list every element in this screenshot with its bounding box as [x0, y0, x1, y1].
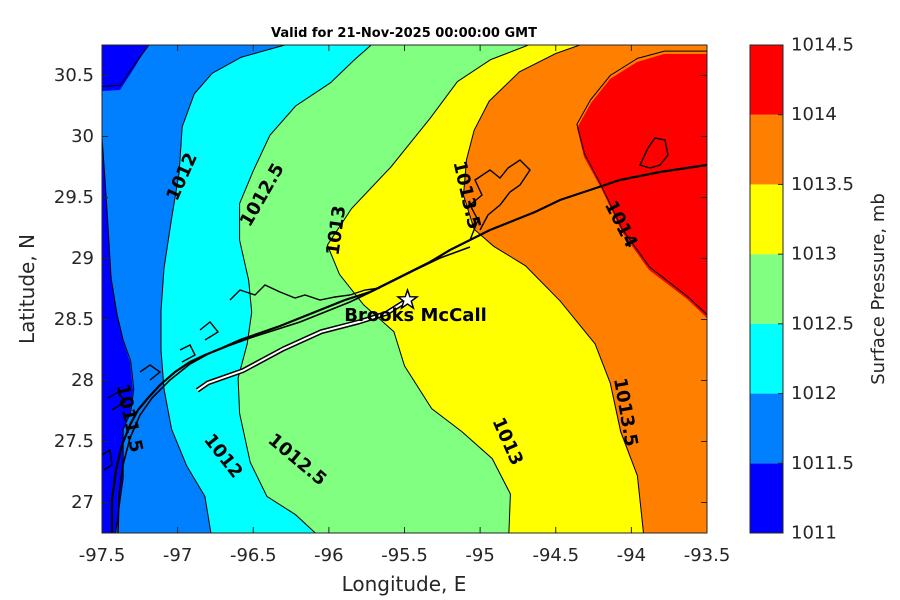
- track-layer: [195, 297, 409, 393]
- colorbar: 1011 1011.5 1012 1012.5 1013 1013.5 1014 1014.5: [749, 35, 854, 544]
- colorbar-tick-label: 1014.5: [791, 35, 854, 56]
- colorbar-tick-label: 1011.5: [791, 453, 854, 474]
- x-tick-label: -94: [617, 545, 646, 566]
- bay-outline-galveston: [469, 159, 531, 241]
- contour-line-1012.5: [237, 45, 372, 533]
- contour-line-1011.5: [102, 45, 150, 87]
- x-tick-label: -97.5: [79, 545, 126, 566]
- colorbar-segment: [750, 45, 783, 115]
- y-tick-label: 30.5: [54, 65, 94, 86]
- colorbar-segment: [750, 254, 783, 324]
- colorbar-segment: [750, 114, 783, 185]
- x-axis: -97.5 -97 -96.5 -96 -95.5 -95 -94.5 -94 -93.5: [79, 45, 731, 566]
- contour-line-1013: [326, 45, 529, 533]
- colorbar-tick-label: 1013: [791, 244, 837, 265]
- x-tick-label: -94.5: [532, 545, 579, 566]
- lake-outline-east: [639, 137, 669, 169]
- coastline-layer: [102, 137, 707, 533]
- y-tick-label: 28: [71, 370, 94, 391]
- bay-outline-southwest: [102, 321, 220, 471]
- y-axis: 27 27.5 28 28.5 29 29.5 30 30.5: [54, 65, 707, 513]
- colorbar-label: Surface Pressure, mb: [868, 193, 889, 385]
- y-tick-label: 29.5: [54, 187, 94, 208]
- contour-line-1014: [576, 50, 707, 315]
- colorbar-segment: [750, 393, 783, 464]
- x-tick-label: -97: [163, 545, 192, 566]
- contour-line-1013.5: [462, 45, 644, 533]
- contour-lines: [102, 45, 707, 533]
- track-line: [196, 299, 409, 392]
- colorbar-frame: [749, 44, 784, 534]
- chart-title: Valid for 21-Nov-2025 00:00:00 GMT: [271, 26, 537, 41]
- colorbar-tick-label: 1012.5: [791, 313, 854, 334]
- station-star-icon: [395, 287, 420, 310]
- y-tick-label: 30: [71, 126, 94, 147]
- y-tick-label: 29: [71, 248, 94, 269]
- contour-line-1011.5: [102, 137, 135, 533]
- x-axis-label: Longitude, E: [342, 572, 467, 596]
- x-tick-label: -95.5: [381, 545, 428, 566]
- colorbar-segment: [750, 463, 783, 533]
- colorbar-segment: [750, 323, 783, 394]
- y-tick-label: 27: [71, 492, 94, 513]
- y-tick-label: 28.5: [54, 309, 94, 330]
- texas-coastline: [110, 163, 707, 533]
- station-label: Brooks McCall: [344, 305, 487, 326]
- station-layer: Brooks McCall: [344, 287, 487, 326]
- y-tick-label: 27.5: [54, 431, 94, 452]
- colorbar-segment: [750, 184, 783, 255]
- band-1014-1014.5: [577, 54, 707, 318]
- barrier-island: [117, 246, 471, 533]
- colorbar-tick-label: 1012: [791, 383, 837, 404]
- x-tick-label: -96: [314, 545, 343, 566]
- pressure-fill-layer: [102, 45, 707, 533]
- y-axis-label: Latitude, N: [15, 234, 39, 344]
- contour-line-1012: [160, 45, 286, 533]
- x-tick-label: -95: [465, 545, 494, 566]
- x-tick-label: -93.5: [684, 545, 731, 566]
- colorbar-tick-label: 1011: [791, 523, 837, 544]
- bay-outline-matagorda: [229, 284, 381, 301]
- colorbar-tick-label: 1013.5: [791, 174, 854, 195]
- colorbar-tick-label: 1014: [791, 104, 837, 125]
- x-tick-label: -96.5: [230, 545, 277, 566]
